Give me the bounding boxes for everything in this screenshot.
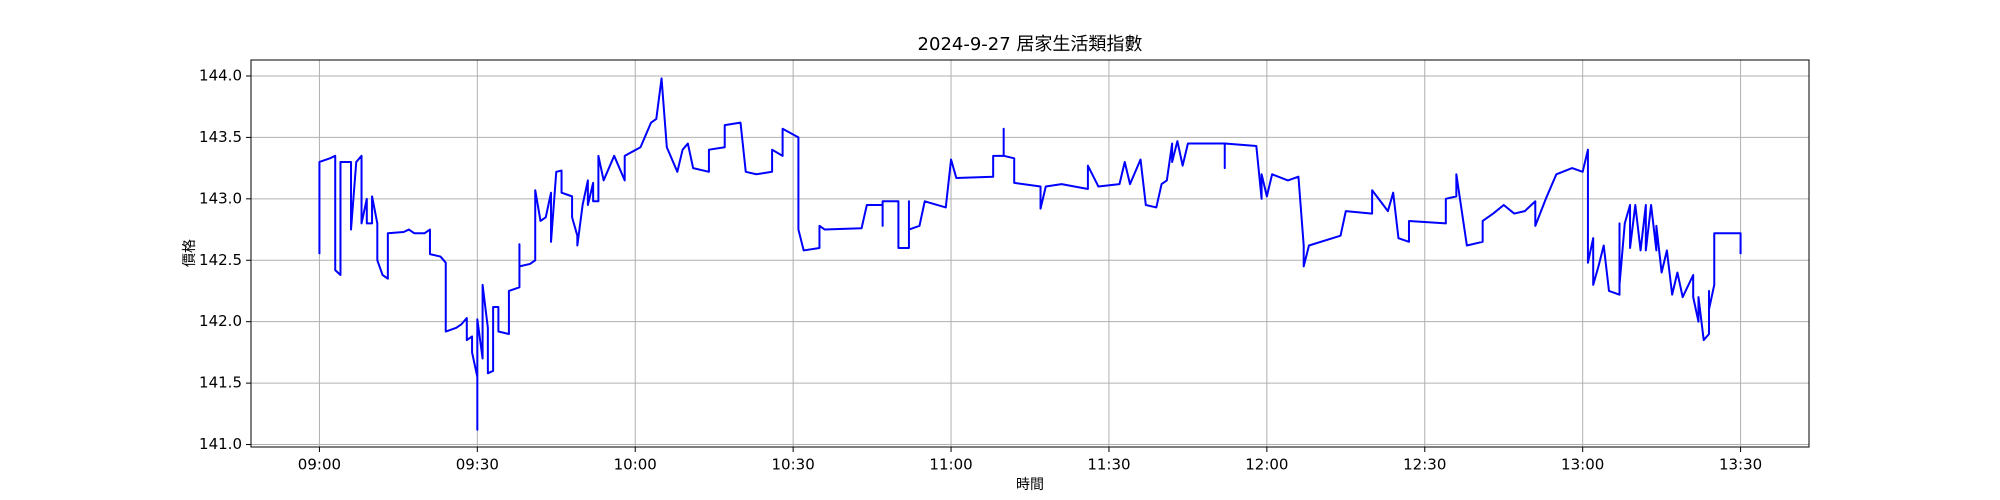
x-tick-label: 10:30 (772, 456, 815, 474)
x-tick-label: 11:30 (1087, 456, 1130, 474)
x-tick-label: 09:00 (298, 456, 341, 474)
y-tick-label: 144.0 (199, 66, 242, 84)
x-axis-label: 時間 (1016, 477, 1044, 493)
x-tick-label: 13:00 (1561, 456, 1604, 474)
price-line (318, 77, 1742, 431)
y-tick-label: 141.0 (199, 435, 242, 453)
y-tick-label: 143.5 (199, 128, 242, 146)
x-tick-label: 12:00 (1245, 456, 1288, 474)
x-tick-label: 10:00 (614, 456, 657, 474)
x-tick-label: 11:00 (929, 456, 972, 474)
y-tick-label: 142.5 (199, 251, 242, 269)
y-tick-label: 143.0 (199, 189, 242, 207)
chart-title: 2024-9-27 居家生活類指數 (918, 34, 1143, 55)
x-tick-label: 12:30 (1403, 456, 1446, 474)
x-tick-label: 13:30 (1719, 456, 1762, 474)
y-tick-label: 142.0 (199, 312, 242, 330)
y-tick-label: 141.5 (199, 374, 242, 392)
plot-frame (250, 59, 1810, 448)
y-axis-label: 價格 (181, 239, 198, 267)
x-tick-label: 09:30 (456, 456, 499, 474)
